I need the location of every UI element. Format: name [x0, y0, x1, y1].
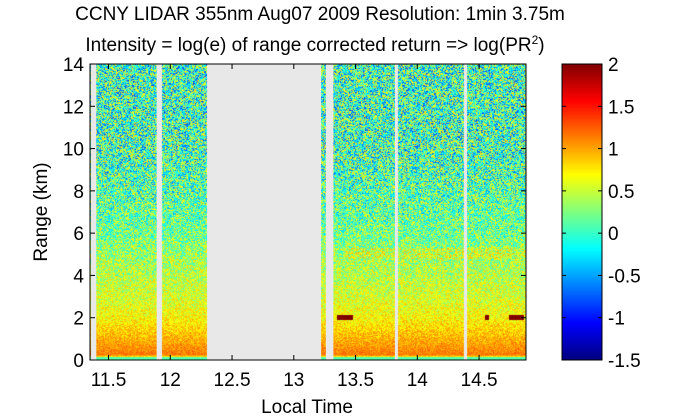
subtitle-prefix: Intensity = log(e) of range corrected re…: [85, 35, 531, 56]
plot-area: 11.5 12 12.5 13 13.5 14 14.5 0 2 4 6 8 10 12 14: [63, 55, 527, 391]
x-tick-label: 13.5: [337, 370, 374, 391]
y-axis: 0 2 4 6 8 10 12 14: [63, 55, 526, 372]
x-tick-label: 14: [407, 370, 429, 391]
x-axis-label: Local Time: [261, 397, 353, 418]
y-tick-label: 10: [63, 140, 84, 161]
y-tick-label: 8: [73, 182, 84, 203]
data-gap-1: [156, 64, 162, 360]
data-gap-0: [91, 64, 97, 360]
data-gap-2: [207, 64, 321, 360]
y-tick-label: 2: [73, 309, 84, 330]
y-tick-label: 0: [73, 351, 84, 372]
data-gap-3: [325, 64, 334, 360]
colorbar-frame: [561, 63, 603, 361]
colorbar: -1.5 -1 -0.5 0 0.5 1 1.5 2: [561, 55, 641, 372]
data-gaps: [91, 64, 467, 360]
colorbar-tick-label: 1: [608, 140, 619, 161]
y-axis-label: Range (km): [31, 162, 52, 261]
chart-title: CCNY LIDAR 355nm Aug07 2009 Resolution: …: [75, 4, 565, 25]
chart-subtitle: Intensity = log(e) of range corrected re…: [85, 33, 544, 56]
plot-frame: [89, 63, 527, 361]
y-tick-label: 14: [63, 55, 85, 76]
subtitle-suffix: ): [538, 35, 544, 56]
y-tick-label: 12: [63, 97, 84, 118]
subtitle-superscript: 2: [532, 33, 539, 47]
x-tick-label: 14.5: [461, 370, 498, 391]
x-tick-label: 12: [160, 370, 181, 391]
x-tick-label: 12.5: [214, 370, 251, 391]
colorbar-ticks: -1.5 -1 -0.5 0 0.5 1 1.5 2: [562, 55, 641, 372]
y-tick-label: 6: [73, 224, 84, 245]
colorbar-gradient: [562, 64, 602, 360]
colorbar-tick-label: 2: [608, 55, 619, 76]
colorbar-tick-label: 0: [608, 224, 619, 245]
x-tick-label: 11.5: [91, 370, 127, 391]
data-gap-4: [395, 64, 398, 360]
colorbar-tick-label: -1.5: [608, 351, 641, 372]
x-axis: 11.5 12 12.5 13 13.5 14 14.5: [91, 64, 498, 391]
colorbar-tick-label: 0.5: [608, 182, 634, 203]
colorbar-tick-label: -1: [608, 309, 625, 330]
y-tick-label: 4: [73, 266, 84, 287]
colorbar-tick-label: -0.5: [608, 266, 641, 287]
colorbar-tick-label: 1.5: [608, 97, 634, 118]
data-gap-5: [464, 64, 467, 360]
x-tick-label: 13: [283, 370, 304, 391]
